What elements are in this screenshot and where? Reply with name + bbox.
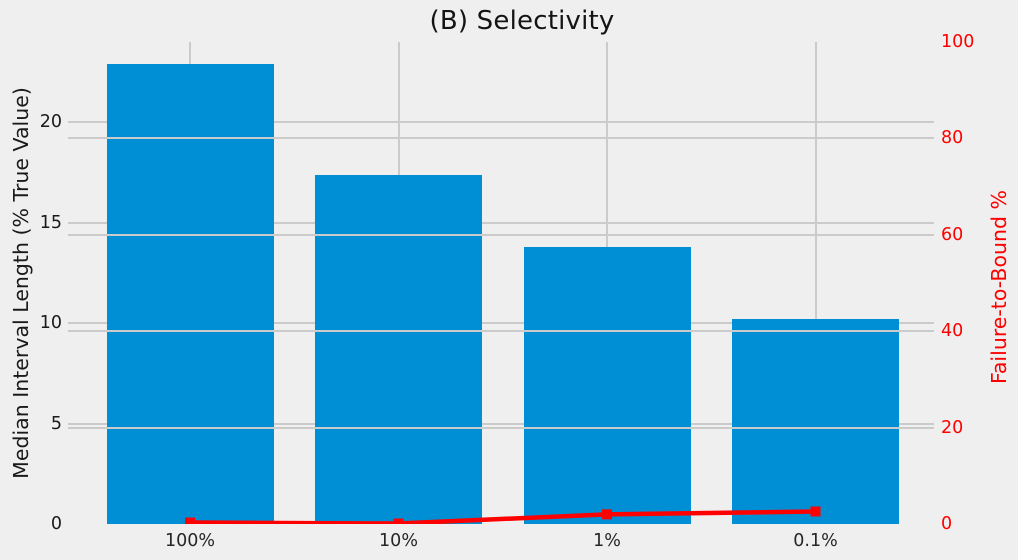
left-gridline: [68, 121, 934, 124]
chart-title: (B) Selectivity: [429, 6, 615, 36]
x-tick-0.1%: 0.1%: [793, 531, 838, 551]
line-marker-0.1%: [810, 506, 821, 517]
right-gridline: [68, 426, 934, 429]
plot-area: [68, 42, 934, 524]
left-gridline: [68, 422, 934, 425]
right-tick-40: 40: [941, 321, 964, 342]
left-tick-15: 15: [39, 212, 62, 233]
x-tick-100%: 100%: [164, 531, 216, 551]
bars-layer: [68, 42, 934, 524]
right-tick-20: 20: [941, 417, 964, 438]
right-gridline: [68, 330, 934, 333]
left-tick-5: 5: [50, 413, 62, 434]
bar-0.1%: [732, 319, 899, 524]
gridlines-overlay: [68, 42, 934, 524]
left-tick-10: 10: [39, 313, 62, 334]
left-tick-0: 0: [50, 514, 62, 534]
left-gridline: [68, 322, 934, 325]
failure-line: [189, 509, 816, 524]
x-tick-10%: 10%: [379, 531, 418, 551]
line-marker-10%: [393, 518, 404, 524]
right-axis-label: Failure-to-Bound %: [987, 189, 1011, 385]
line-marker-1%: [602, 509, 612, 520]
bar-1%: [523, 246, 691, 524]
right-gridline: [68, 233, 934, 236]
left-gridline: [68, 221, 934, 224]
vertical-gridline: [814, 42, 817, 524]
line-marker-100%: [185, 517, 195, 524]
right-tick-100: 100: [941, 32, 975, 52]
right-tick-0: 0: [941, 514, 953, 534]
x-tick-1%: 1%: [593, 531, 621, 551]
right-tick-80: 80: [941, 128, 964, 149]
right-tick-60: 60: [941, 224, 964, 245]
line-series-layer: [185, 506, 821, 524]
right-gridline: [68, 137, 934, 140]
bar-10%: [315, 174, 482, 524]
bar-100%: [106, 64, 274, 524]
left-tick-20: 20: [39, 112, 62, 133]
